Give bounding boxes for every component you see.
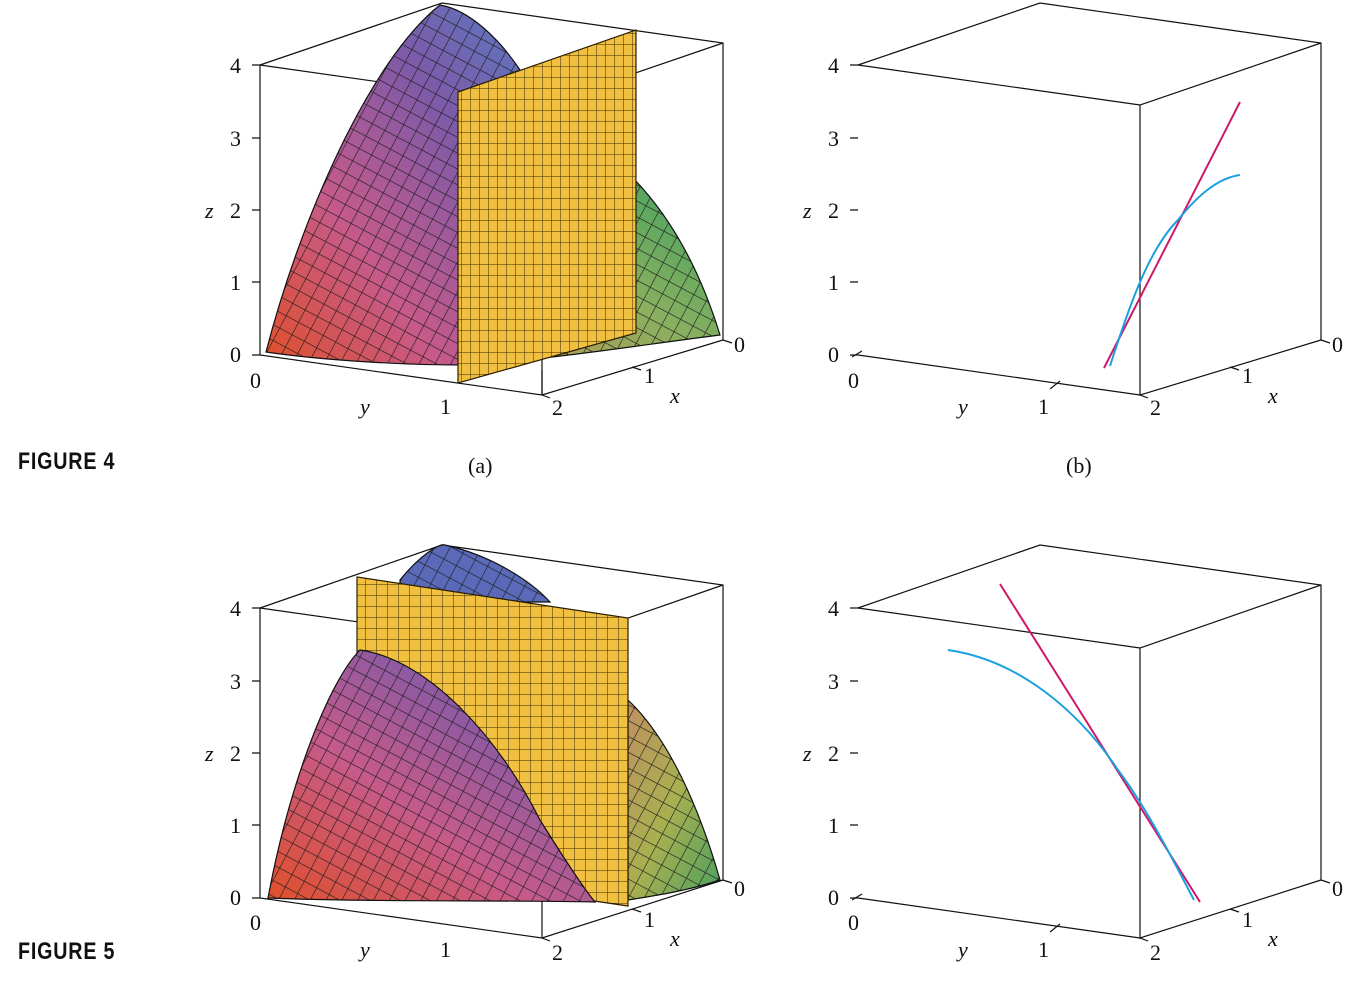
y-tick-0: 0 bbox=[250, 368, 261, 393]
vertical-plane bbox=[457, 29, 637, 384]
x-tick-0: 0 bbox=[734, 332, 745, 357]
z-tick-2: 2 bbox=[828, 198, 839, 223]
z-tick-1: 1 bbox=[230, 813, 241, 838]
z-tick-0: 0 bbox=[828, 885, 839, 910]
bounding-box bbox=[851, 2, 1322, 396]
z-tick-2: 2 bbox=[230, 741, 241, 766]
z-tick-4: 4 bbox=[828, 53, 839, 78]
x-tick-0: 0 bbox=[734, 876, 745, 901]
figure-5-panel-left: 0 1 2 3 4 z 0 1 y 0 1 2 x bbox=[204, 544, 745, 965]
x-tick-1: 1 bbox=[1242, 363, 1253, 388]
bounding-box bbox=[851, 544, 1322, 939]
tangent-line bbox=[1103, 101, 1241, 369]
z-tick-4: 4 bbox=[828, 596, 839, 621]
y-tick-1: 1 bbox=[1038, 937, 1049, 962]
x-tick-0: 0 bbox=[1332, 332, 1343, 357]
z-tick-3: 3 bbox=[828, 669, 839, 694]
x-tick-1: 1 bbox=[644, 907, 655, 932]
x-tick-2: 2 bbox=[1150, 940, 1161, 965]
y-tick-0: 0 bbox=[848, 368, 859, 393]
z-tick-4: 4 bbox=[230, 53, 241, 78]
z-tick-3: 3 bbox=[828, 126, 839, 151]
y-axis-label: y bbox=[358, 394, 370, 419]
trace-curve bbox=[1109, 174, 1241, 367]
x-tick-1: 1 bbox=[1242, 907, 1253, 932]
y-tick-0: 0 bbox=[848, 910, 859, 935]
figure-4-panel-a: 0 1 2 3 4 z 0 1 y 0 1 2 x (a) bbox=[204, 2, 745, 478]
y-tick-0: 0 bbox=[250, 910, 261, 935]
y-tick-1: 1 bbox=[1038, 394, 1049, 419]
z-tick-3: 3 bbox=[230, 669, 241, 694]
x-tick-0: 0 bbox=[1332, 876, 1343, 901]
z-tick-3: 3 bbox=[230, 126, 241, 151]
z-axis-label: z bbox=[802, 741, 812, 766]
x-tick-2: 2 bbox=[552, 395, 563, 420]
z-axis-label: z bbox=[204, 198, 214, 223]
z-tick-2: 2 bbox=[230, 198, 241, 223]
x-axis-label: x bbox=[1267, 926, 1278, 951]
z-tick-1: 1 bbox=[828, 270, 839, 295]
y-axis-label: y bbox=[358, 937, 370, 962]
panel-caption: (b) bbox=[1066, 453, 1092, 478]
y-tick-1: 1 bbox=[440, 394, 451, 419]
z-tick-0: 0 bbox=[230, 342, 241, 367]
z-axis-label: z bbox=[204, 741, 214, 766]
figure-4-panel-b: 0 1 2 3 4 z 0 1 y 0 1 2 x (b) bbox=[802, 2, 1343, 478]
x-tick-2: 2 bbox=[552, 940, 563, 965]
z-tick-4: 4 bbox=[230, 596, 241, 621]
figure-5-panel-right: 0 1 2 3 4 z 0 1 y 0 1 2 x bbox=[802, 544, 1343, 965]
y-axis-label: y bbox=[956, 394, 968, 419]
x-tick-2: 2 bbox=[1150, 395, 1161, 420]
z-tick-1: 1 bbox=[828, 813, 839, 838]
z-tick-2: 2 bbox=[828, 741, 839, 766]
y-axis-label: y bbox=[956, 937, 968, 962]
x-tick-1: 1 bbox=[644, 363, 655, 388]
z-tick-0: 0 bbox=[828, 342, 839, 367]
z-tick-0: 0 bbox=[230, 885, 241, 910]
x-axis-label: x bbox=[669, 926, 680, 951]
z-tick-1: 1 bbox=[230, 270, 241, 295]
trace-curve bbox=[947, 649, 1195, 901]
figure-5-label: FIGURE 5 bbox=[18, 938, 116, 965]
figure-4-label: FIGURE 4 bbox=[18, 448, 116, 475]
y-tick-1: 1 bbox=[440, 937, 451, 962]
x-axis-label: x bbox=[1267, 383, 1278, 408]
panel-caption: (a) bbox=[468, 453, 492, 478]
x-axis-label: x bbox=[669, 383, 680, 408]
z-axis-label: z bbox=[802, 198, 812, 223]
z-axis-ticks bbox=[252, 64, 260, 356]
